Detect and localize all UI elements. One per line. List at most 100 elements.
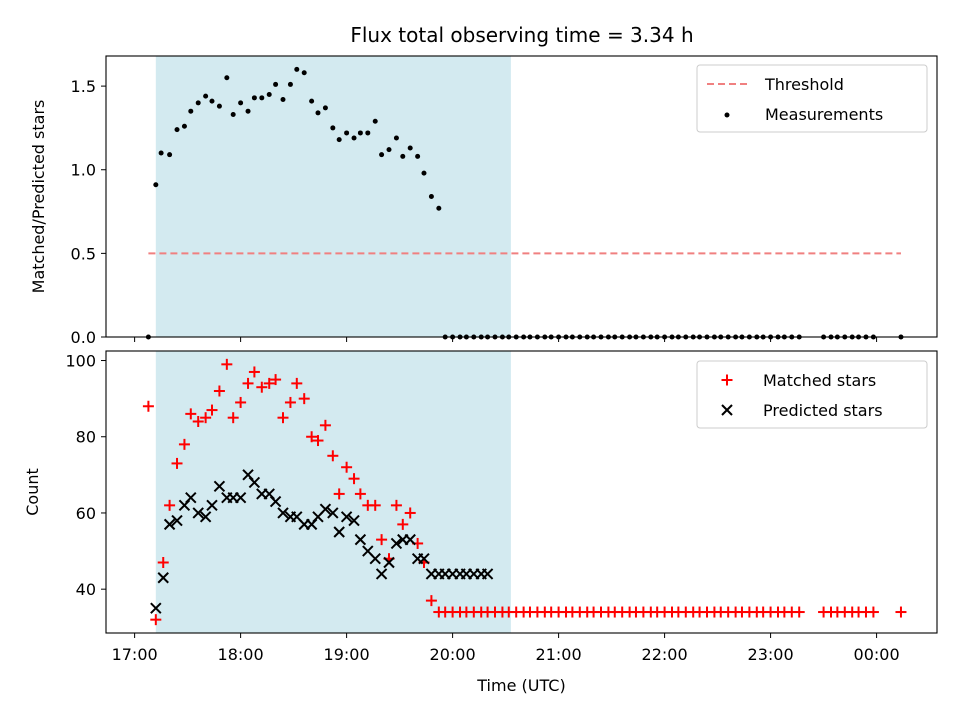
x-tick-label: 19:00 xyxy=(324,645,370,664)
predicted-star-point xyxy=(383,556,395,569)
measurement-point xyxy=(415,153,421,159)
matched-star-point xyxy=(192,416,204,427)
predicted-star-point xyxy=(369,552,381,565)
y-tick-label: 0.0 xyxy=(71,328,96,347)
predicted-star-point xyxy=(348,514,360,527)
predicted-star-point xyxy=(192,507,204,519)
measurement-point xyxy=(436,205,442,211)
measurement-point xyxy=(386,147,392,153)
predicted-star-point xyxy=(277,507,289,519)
panel-ratio: 0.0 0.5 1.0 1.5 Matched/Predicted stars Thr… xyxy=(29,55,938,347)
matched-star-point xyxy=(221,358,233,370)
y-tick-label: 1.5 xyxy=(71,77,96,96)
x-tick-label: 18:00 xyxy=(218,645,264,664)
predicted-star-point xyxy=(157,572,169,584)
matched-star-point xyxy=(284,396,296,408)
legend-top-box xyxy=(696,64,928,133)
matched-star-point xyxy=(270,374,282,386)
x-axis-label: Time (UTC) xyxy=(476,676,565,695)
x-tick-label: 17:00 xyxy=(112,645,158,664)
legend-matched-label: Matched stars xyxy=(763,371,876,390)
x-ticks-bottom: 17:00 18:00 19:00 20:00 21:00 22:00 23:00 00:00 xyxy=(112,633,900,664)
measurement-point xyxy=(357,130,363,136)
predicted-star-point xyxy=(319,503,332,515)
matched-star-point xyxy=(895,606,907,618)
matched-star-point xyxy=(298,393,310,405)
measurement-point xyxy=(393,135,399,141)
predicted-star-point xyxy=(404,533,416,546)
matched-star-point xyxy=(227,412,239,424)
measurement-point xyxy=(167,152,173,158)
matched-star-point xyxy=(327,450,339,462)
predicted-star-point xyxy=(375,568,388,580)
observing-window-shade-top xyxy=(155,56,511,337)
matched-star-point xyxy=(164,499,176,511)
measurement-point xyxy=(266,91,272,97)
measurement-point xyxy=(351,135,357,141)
measurement-point xyxy=(407,145,413,151)
matched-star-point xyxy=(263,377,275,389)
matched-star-point xyxy=(248,366,260,378)
predicted-star-point xyxy=(354,533,367,546)
observing-window-shade-bottom xyxy=(155,351,511,633)
panel-counts: 40 60 80 100 17:00 18:00 19:00 20:00 21:00 22:00… xyxy=(23,350,938,695)
y-ticks-bottom: 40 60 80 100 xyxy=(65,352,106,599)
matched-star-point xyxy=(142,400,154,412)
measurement-point xyxy=(315,110,321,116)
y-tick-label: 1.0 xyxy=(71,161,96,180)
matched-star-point xyxy=(793,606,805,618)
y-tick-label: 40 xyxy=(76,580,96,599)
measurement-point xyxy=(238,100,244,106)
matched-star-point xyxy=(150,614,162,626)
predicted-star-point xyxy=(234,492,247,504)
y-ticks-top: 0.0 0.5 1.0 1.5 xyxy=(71,77,106,347)
predicted-star-point xyxy=(248,476,261,489)
legend-bottom-box xyxy=(696,360,928,429)
predicted-star-point xyxy=(390,537,403,550)
measurement-point xyxy=(421,170,427,176)
plot-frame-bottom xyxy=(105,350,938,634)
predicted-star-point xyxy=(333,526,345,538)
matched-star-point xyxy=(369,499,381,511)
matched-star-point xyxy=(277,412,289,424)
measurement-point xyxy=(287,81,293,87)
measurement-point xyxy=(224,75,230,81)
x-ticks-top xyxy=(134,337,878,342)
measurement-point xyxy=(365,130,371,136)
measurement-point xyxy=(330,125,336,131)
matched-star-point xyxy=(390,499,402,511)
matched-star-point xyxy=(867,606,879,618)
matched-star-point xyxy=(425,595,437,607)
y-tick-label: 100 xyxy=(65,352,96,371)
matched-star-point xyxy=(185,408,197,420)
predicted-star-point xyxy=(171,514,183,527)
y-tick-label: 80 xyxy=(76,428,96,447)
measurement-point xyxy=(273,81,279,87)
measurement-point xyxy=(301,70,307,76)
matched-star-point xyxy=(242,377,254,389)
measurement-point xyxy=(203,93,209,99)
legend-matched-swatch xyxy=(721,374,733,386)
y-axis-label-top: Matched/Predicted stars xyxy=(29,100,48,294)
legend-bottom: Matched stars Predicted stars xyxy=(696,360,928,429)
legend-top: Threshold Measurements xyxy=(696,64,928,133)
predicted-star-point xyxy=(327,507,339,519)
matched-star-point xyxy=(157,557,169,568)
predicted-star-point xyxy=(481,568,494,580)
plot-frame-top xyxy=(105,55,938,338)
matched-star-point xyxy=(341,461,353,473)
matched-star-point xyxy=(312,435,324,447)
x-tick-label: 21:00 xyxy=(536,645,582,664)
measurement-point xyxy=(181,123,187,129)
x-tick-label: 22:00 xyxy=(642,645,688,664)
matched-star-point xyxy=(397,518,409,530)
predicted-star-point xyxy=(185,492,197,504)
y-tick-label: 0.5 xyxy=(71,244,96,263)
measurement-point xyxy=(322,105,328,111)
matched-star-point xyxy=(206,404,218,416)
measurement-point xyxy=(230,112,236,118)
predicted-star-point xyxy=(206,499,218,512)
legend-predicted-x xyxy=(721,404,733,416)
measurement-point xyxy=(259,95,265,101)
